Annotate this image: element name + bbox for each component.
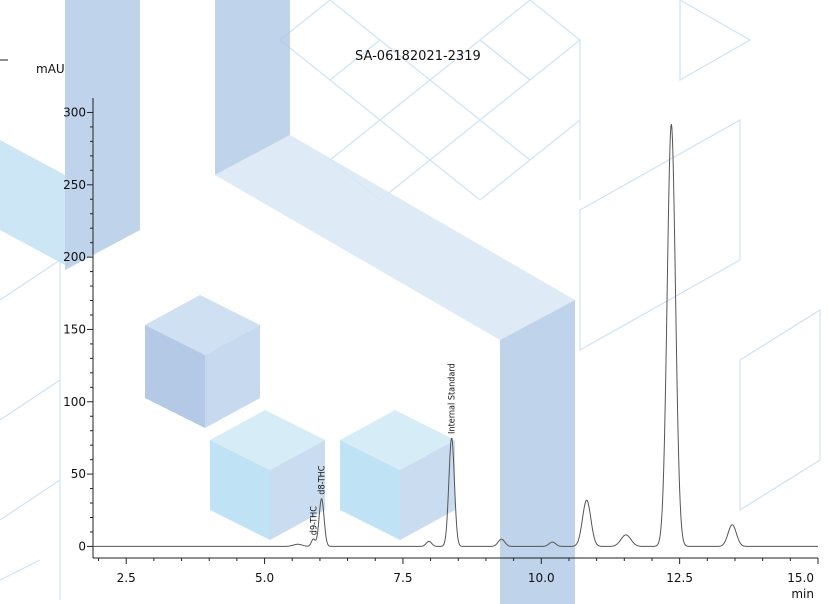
x-tick-label: 15.0 bbox=[787, 571, 814, 585]
y-tick-label: 250 bbox=[63, 178, 86, 192]
y-tick-labels: 0 50 100 150 200 250 300 bbox=[63, 105, 86, 553]
x-tick-label: 12.5 bbox=[666, 571, 693, 585]
y-tick-label: 50 bbox=[71, 467, 86, 481]
x-tick-label: 7.5 bbox=[393, 571, 412, 585]
x-tick-label: 2.5 bbox=[117, 571, 136, 585]
y-tick-label: 300 bbox=[63, 105, 86, 119]
peak-annotations: d9-THC d8-THC Internal Standard bbox=[309, 363, 457, 535]
chromatogram-trace bbox=[93, 124, 818, 547]
x-tick-label: 10.0 bbox=[528, 571, 555, 585]
y-tick-label: 100 bbox=[63, 395, 86, 409]
y-tick-label: 200 bbox=[63, 250, 86, 264]
y-tick-label: 0 bbox=[78, 539, 86, 553]
sample-title: SA-06182021-2319 bbox=[355, 49, 481, 64]
axis-minor-ticks bbox=[87, 111, 819, 564]
peak-label-internal-standard: Internal Standard bbox=[448, 363, 458, 434]
peak-label-d8-thc: d8-THC bbox=[318, 465, 328, 494]
x-unit-label: min bbox=[791, 587, 814, 601]
y-tick-label: 150 bbox=[63, 322, 86, 336]
peak-label-d9-thc: d9-THC bbox=[309, 506, 319, 535]
x-tick-labels: 2.5 5.0 7.5 10.0 12.5 15.0 bbox=[117, 571, 814, 585]
y-unit-label: mAU bbox=[36, 62, 65, 76]
x-tick-label: 5.0 bbox=[255, 571, 274, 585]
